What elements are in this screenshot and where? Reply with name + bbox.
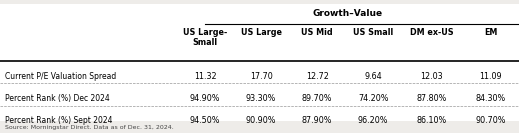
Text: 12.72: 12.72 [306,72,329,81]
Text: 11.32: 11.32 [194,72,216,81]
Text: Percent Rank (%) Dec 2024: Percent Rank (%) Dec 2024 [5,94,110,103]
Text: Percent Rank (%) Sept 2024: Percent Rank (%) Sept 2024 [5,116,113,125]
Text: 87.90%: 87.90% [302,116,332,125]
Text: 9.64: 9.64 [364,72,382,81]
Text: 96.20%: 96.20% [358,116,388,125]
Text: EM: EM [484,28,497,37]
Text: Growth–Value: Growth–Value [312,9,383,18]
FancyBboxPatch shape [0,4,519,121]
Text: Source: Morningstar Direct. Data as of Dec. 31, 2024.: Source: Morningstar Direct. Data as of D… [5,125,174,130]
Text: US Large-
Small: US Large- Small [183,28,227,47]
Text: 12.03: 12.03 [420,72,443,81]
Text: US Small: US Small [353,28,393,37]
Text: 74.20%: 74.20% [358,94,388,103]
Text: 87.80%: 87.80% [417,94,447,103]
Text: 86.10%: 86.10% [417,116,447,125]
Text: 84.30%: 84.30% [475,94,506,103]
Text: 94.50%: 94.50% [190,116,220,125]
Text: Current P/E Valuation Spread: Current P/E Valuation Spread [5,72,116,81]
Text: 90.90%: 90.90% [246,116,276,125]
Text: US Large: US Large [241,28,281,37]
Text: 90.70%: 90.70% [475,116,506,125]
Text: 94.90%: 94.90% [190,94,220,103]
Text: 89.70%: 89.70% [302,94,332,103]
Text: DM ex-US: DM ex-US [410,28,454,37]
Text: 93.30%: 93.30% [246,94,276,103]
Text: US Mid: US Mid [302,28,333,37]
Text: 11.09: 11.09 [479,72,502,81]
Text: 17.70: 17.70 [250,72,272,81]
